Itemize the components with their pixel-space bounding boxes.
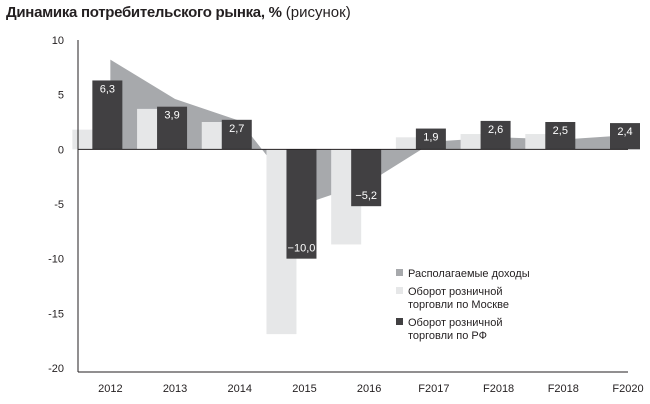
bar-rf-5 bbox=[415, 128, 446, 150]
x-tick-7: F2018 bbox=[548, 383, 579, 395]
bar-rf-label-8: 2,4 bbox=[617, 126, 632, 138]
bar-rf-label-2: 2,7 bbox=[229, 123, 244, 135]
bar-labels-layer: 6,3 3,9 2,7 −10,0 −5,2 1,9 2,6 2,5 2,4 bbox=[100, 83, 633, 254]
bar-rf-1 bbox=[157, 106, 188, 150]
bar-rf-label-6: 2,6 bbox=[488, 124, 503, 136]
y-tick-6: -20 bbox=[48, 363, 64, 375]
x-tick-8: F2020 bbox=[612, 383, 643, 395]
x-tick-2: 2014 bbox=[228, 383, 252, 395]
y-tick-1: 5 bbox=[58, 90, 64, 102]
x-tick-0: 2012 bbox=[98, 383, 122, 395]
legend-swatch-0 bbox=[396, 269, 403, 276]
legend-label-0: Располагаемые доходы bbox=[408, 268, 530, 280]
x-tick-1: 2013 bbox=[163, 383, 187, 395]
bar-rf-label-1: 3,9 bbox=[164, 110, 179, 122]
bar-rf-label-5: 1,9 bbox=[423, 132, 438, 144]
bar-rf-6 bbox=[480, 120, 511, 150]
legend-label-1: Оборот розничной торговли по Москве bbox=[408, 286, 509, 311]
y-tick-4: -10 bbox=[48, 254, 64, 266]
bar-rf-7 bbox=[545, 122, 576, 150]
x-tick-6: F2018 bbox=[483, 383, 514, 395]
legend-label-2: Оборот розничной торговли по РФ bbox=[408, 317, 503, 342]
bar-rf-2 bbox=[221, 119, 252, 150]
legend-swatch-2 bbox=[396, 318, 403, 325]
legend-swatch-1 bbox=[396, 287, 403, 294]
bar-rf-4 bbox=[351, 149, 382, 207]
bar-rf-label-0: 6,3 bbox=[100, 83, 115, 95]
legend: Располагаемые доходы Оборот розничной торг… bbox=[396, 268, 530, 342]
bars-layer bbox=[72, 80, 640, 335]
y-tick-2: 0 bbox=[58, 144, 64, 156]
bar-rf-label-4: −5,2 bbox=[355, 190, 377, 202]
bar-rf-label-3: −10,0 bbox=[288, 243, 316, 255]
bar-rf-8 bbox=[610, 123, 640, 150]
x-tick-4: 2016 bbox=[357, 383, 381, 395]
x-tick-3: 2015 bbox=[292, 383, 316, 395]
y-tick-5: -15 bbox=[48, 308, 64, 320]
bar-rf-3 bbox=[286, 149, 317, 259]
x-tick-5: F2017 bbox=[418, 383, 449, 395]
bar-rf-0 bbox=[92, 80, 123, 150]
chart-title: Динамика потребительского рынка, % (рису… bbox=[6, 4, 351, 21]
chart-title-suffix: (рисунок) bbox=[285, 4, 351, 21]
axes-layer: 10 5 0 -5 -10 -15 -20 2012 2013 2014 2015 2016 F2017… bbox=[48, 35, 644, 395]
y-tick-3: -5 bbox=[54, 199, 64, 211]
y-tick-0: 10 bbox=[52, 35, 64, 47]
bar-rf-label-7: 2,5 bbox=[553, 125, 568, 137]
chart-title-main: Динамика потребительского рынка, % bbox=[6, 4, 282, 21]
